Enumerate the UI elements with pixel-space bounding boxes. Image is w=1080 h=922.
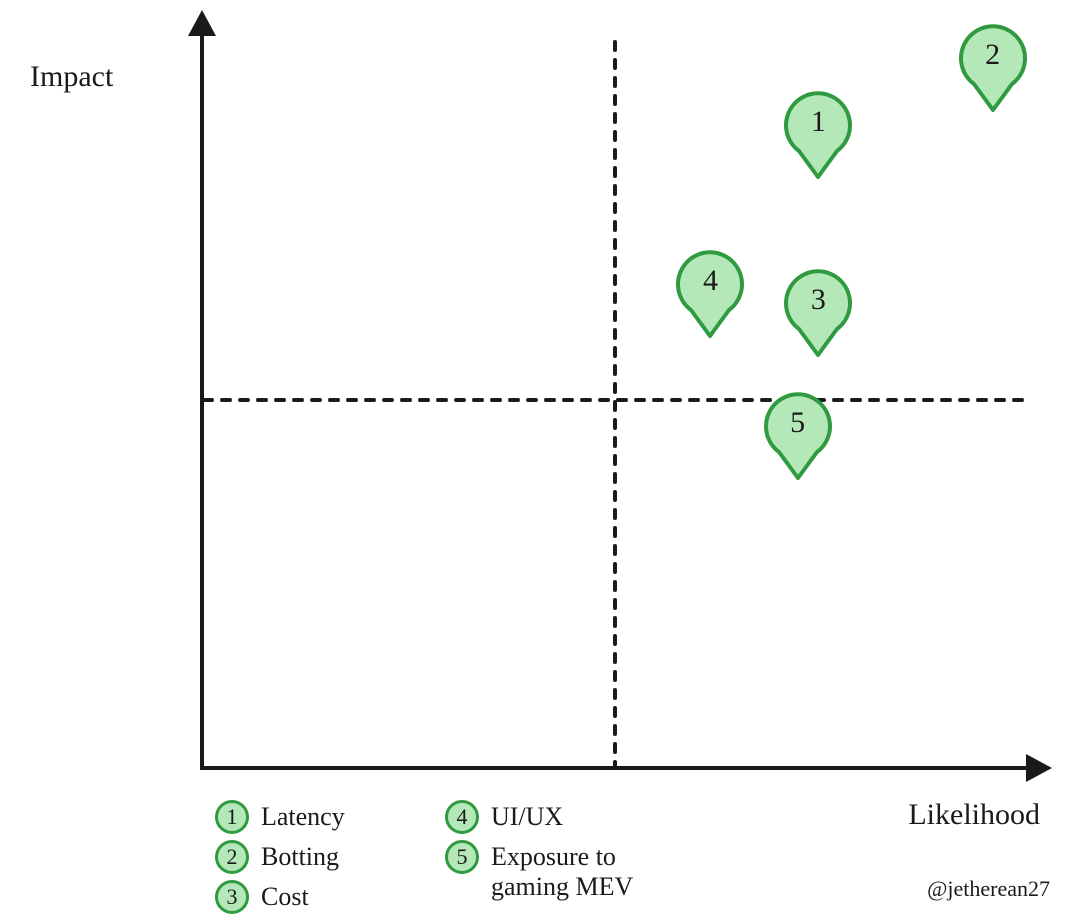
legend-text: Cost: [261, 880, 309, 912]
pin-3: 3: [782, 267, 854, 357]
pin-label: 3: [782, 283, 854, 317]
y-axis-label: Impact: [30, 60, 113, 94]
legend-item-5: 5 Exposure togaming MEV: [445, 840, 633, 902]
legend-item-1: 1 Latency: [215, 800, 345, 834]
legend-text: Exposure togaming MEV: [491, 840, 633, 902]
pin-1: 1: [782, 89, 854, 179]
credit: @jetherean27: [927, 876, 1050, 902]
pin-label: 4: [674, 264, 746, 298]
legend-badge: 3: [215, 880, 249, 914]
x-axis-label: Likelihood: [908, 798, 1040, 832]
legend-item-4: 4 UI/UX: [445, 800, 633, 834]
midline-horizontal: [200, 30, 1030, 770]
plot-area: 1 2 3 4 5: [200, 30, 1030, 770]
legend-badge: 2: [215, 840, 249, 874]
legend-column-2: 4 UI/UX 5 Exposure togaming MEV: [445, 800, 633, 908]
pin-label: 1: [782, 105, 854, 139]
chart-container: 1 2 3 4 5 Impact Likelihood 1 Latency 2 Botting…: [0, 0, 1080, 922]
pin-label: 2: [957, 38, 1029, 72]
legend-text: UI/UX: [491, 800, 563, 832]
legend-item-3: 3 Cost: [215, 880, 345, 914]
pin-5: 5: [762, 390, 834, 480]
legend-badge: 5: [445, 840, 479, 874]
pin-2: 2: [957, 22, 1029, 112]
legend-item-2: 2 Botting: [215, 840, 345, 874]
pin-label: 5: [762, 406, 834, 440]
legend-text: Botting: [261, 840, 339, 872]
legend-badge: 4: [445, 800, 479, 834]
legend-badge: 1: [215, 800, 249, 834]
legend-text: Latency: [261, 800, 345, 832]
legend-column-1: 1 Latency 2 Botting 3 Cost: [215, 800, 345, 920]
pin-4: 4: [674, 248, 746, 338]
